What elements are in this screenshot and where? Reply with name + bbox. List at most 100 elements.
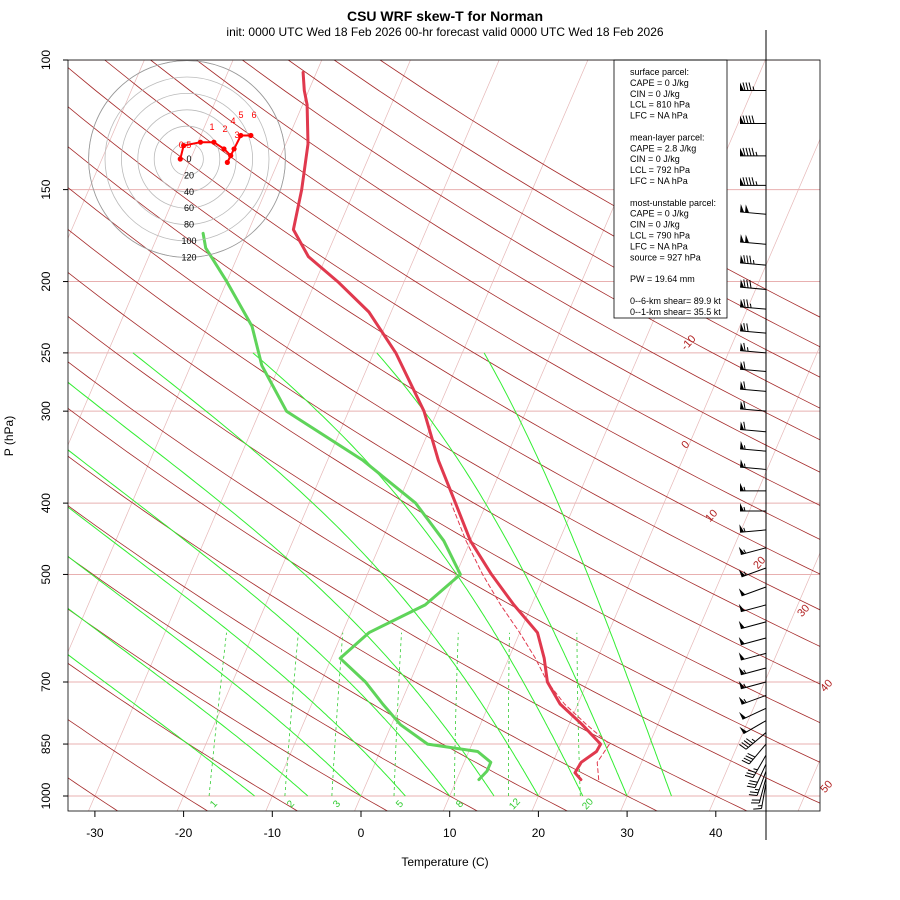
barb-feather [741,759,750,765]
isotherm-line [88,60,411,811]
barb-staff [740,466,767,470]
y-tick-label: 1000 [39,782,53,809]
wind-barb [738,694,767,705]
barb-staff [741,567,767,578]
dry-adiabat [287,60,820,378]
barb-feather [743,757,752,763]
barb-half-feather [751,738,756,742]
dry-adiabat [68,777,119,811]
barb-staff [740,667,767,676]
barb-flag [740,234,745,243]
barb-feather [749,780,758,783]
wind-barb [746,763,767,789]
wind-barb [739,720,767,735]
wind-barb [738,680,767,690]
wind-barb [740,381,767,392]
parcel-profile [450,502,610,781]
barb-flag [740,254,745,264]
stats-line: most-unstable parcel: [630,198,716,208]
hodograph-point [248,132,254,139]
barb-feather [746,299,749,308]
stats-line: CIN = 0 J/kg [630,220,680,230]
y-tick-label: 300 [39,401,53,421]
dry-adiabat [68,106,820,575]
wind-barb [738,637,767,646]
isotherm-label: 10 [703,507,720,524]
stats-line: CAPE = 0 J/kg [630,209,689,219]
barb-feather [748,177,752,186]
barb-flag [740,177,744,186]
barb-half-feather [743,669,747,674]
barb-staff [740,448,767,452]
barb-flag [739,524,745,533]
chart-title: CSU WRF skew-T for Norman [347,8,543,24]
barb-flag [738,620,745,629]
barb-half-feather [749,303,752,308]
barb-flag [740,82,744,91]
y-tick-label: 250 [39,343,53,363]
barb-flag [738,680,745,689]
hodograph-point [231,146,237,152]
barb-flag [740,381,745,390]
hodograph-point-label: 4 [230,116,235,126]
moist-adiabat [132,352,539,797]
dry-adiabat [104,60,820,506]
barb-feather [742,82,746,91]
dry-adiabat [68,455,658,811]
wind-barb [740,254,767,266]
isotherm-line [265,60,589,811]
hodograph-ring [170,142,204,176]
dry-adiabat [68,407,748,811]
mixing-ratio-label: 12 [507,796,523,812]
x-tick-label: -30 [86,826,104,840]
isotherm-line [797,758,820,811]
barb-staff [740,621,767,630]
wind-barb [740,234,767,245]
barb-feather [746,738,754,744]
x-tick-label: 40 [709,826,723,840]
barb-flag [745,204,750,213]
barb-feather [749,791,759,794]
barb-flag [740,459,745,468]
x-axis-label: Temperature (C) [401,855,488,869]
moist-adiabat [68,607,309,797]
barb-feather [746,785,756,789]
dry-adiabat [68,187,820,647]
x-tick-label: 10 [443,826,457,840]
moist-adiabat [68,555,362,797]
stats-line: mean-layer parcel: [630,132,705,142]
barb-feather [748,794,758,797]
barb-staff [740,681,767,690]
dry-adiabat [68,505,569,811]
wind-barb [738,567,767,578]
mixing-ratio-label: 5 [394,798,406,810]
barb-flag [740,482,744,491]
isotherm-line [442,60,766,811]
barb-flag [740,322,745,332]
barb-staff [740,262,767,266]
hodograph-ring-label: 80 [184,220,194,230]
stats-line: LFC = NA hPa [630,241,688,251]
mixing-ratio-label: 1 [208,798,220,810]
moist-adiabat [252,352,584,797]
barb-half-feather [743,698,747,703]
barb-feather [742,177,746,186]
wind-barb [738,666,767,676]
barb-staff [758,777,767,804]
barb-staff [740,637,767,646]
barb-flag [738,603,745,612]
barb-staff [740,652,767,661]
x-tick-label: -20 [175,826,193,840]
x-tick-label: -10 [264,826,282,840]
y-tick-label: 850 [39,734,53,754]
moist-adiabat [68,506,406,797]
hodograph-ring-label: 60 [184,203,194,213]
wind-barb [744,754,767,779]
wind-barb [738,546,767,556]
barb-staff [740,547,767,556]
dry-adiabat [68,316,820,763]
barb-half-feather [743,463,746,468]
barb-staff [740,604,767,613]
dewpoint-profile [201,231,493,782]
